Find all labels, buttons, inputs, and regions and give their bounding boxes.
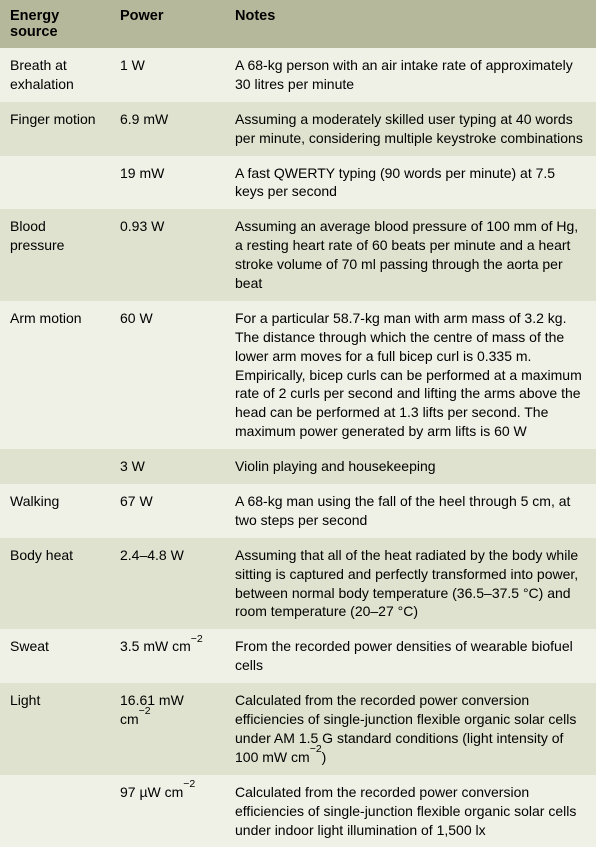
cell-notes: For a particular 58.7-kg man with arm ma… <box>225 301 596 449</box>
cell-notes: Calculated from the recorded power conve… <box>225 775 596 847</box>
cell-source: Finger motion <box>0 102 110 156</box>
table-row: 97 µW cm−2Calculated from the recorded p… <box>0 775 596 847</box>
cell-source: Body heat <box>0 538 110 630</box>
cell-notes: A 68-kg man using the fall of the heel t… <box>225 484 596 538</box>
cell-source <box>0 775 110 847</box>
cell-power: 1 W <box>110 48 225 102</box>
table-row: Blood pressure0.93 WAssuming an average … <box>0 209 596 301</box>
cell-power: 3.5 mW cm−2 <box>110 629 225 683</box>
table-body: Breath at exhalation1 WA 68-kg person wi… <box>0 48 596 847</box>
cell-power: 67 W <box>110 484 225 538</box>
table-header-row: Energy source Power Notes <box>0 0 596 48</box>
cell-power: 6.9 mW <box>110 102 225 156</box>
cell-source: Walking <box>0 484 110 538</box>
col-header-source: Energy source <box>0 0 110 48</box>
cell-notes: A fast QWERTY typing (90 words per minut… <box>225 156 596 210</box>
cell-source <box>0 156 110 210</box>
cell-notes: Calculated from the recorded power conve… <box>225 683 596 775</box>
cell-power: 97 µW cm−2 <box>110 775 225 847</box>
table-row: Light16.61 mW cm−2Calculated from the re… <box>0 683 596 775</box>
cell-power: 3 W <box>110 449 225 484</box>
cell-source: Sweat <box>0 629 110 683</box>
cell-power: 19 mW <box>110 156 225 210</box>
cell-source: Breath at exhalation <box>0 48 110 102</box>
cell-notes: From the recorded power densities of wea… <box>225 629 596 683</box>
cell-notes: Violin playing and housekeeping <box>225 449 596 484</box>
table-row: Arm motion60 WFor a particular 58.7-kg m… <box>0 301 596 449</box>
table-row: Body heat2.4–4.8 WAssuming that all of t… <box>0 538 596 630</box>
col-header-notes: Notes <box>225 0 596 48</box>
cell-source: Light <box>0 683 110 775</box>
table-row: Sweat3.5 mW cm−2From the recorded power … <box>0 629 596 683</box>
cell-power: 2.4–4.8 W <box>110 538 225 630</box>
table-row: 3 WViolin playing and housekeeping <box>0 449 596 484</box>
table-row: Walking67 WA 68-kg man using the fall of… <box>0 484 596 538</box>
cell-source: Arm motion <box>0 301 110 449</box>
cell-notes: Assuming an average blood pressure of 10… <box>225 209 596 301</box>
cell-notes: Assuming that all of the heat radiated b… <box>225 538 596 630</box>
cell-source <box>0 449 110 484</box>
col-header-power: Power <box>110 0 225 48</box>
cell-power: 0.93 W <box>110 209 225 301</box>
cell-source: Blood pressure <box>0 209 110 301</box>
cell-power: 60 W <box>110 301 225 449</box>
table-row: Breath at exhalation1 WA 68-kg person wi… <box>0 48 596 102</box>
cell-notes: Assuming a moderately skilled user typin… <box>225 102 596 156</box>
cell-notes: A 68-kg person with an air intake rate o… <box>225 48 596 102</box>
table-row: 19 mWA fast QWERTY typing (90 words per … <box>0 156 596 210</box>
energy-sources-table: Energy source Power Notes Breath at exha… <box>0 0 596 847</box>
table-row: Finger motion6.9 mWAssuming a moderately… <box>0 102 596 156</box>
cell-power: 16.61 mW cm−2 <box>110 683 225 775</box>
